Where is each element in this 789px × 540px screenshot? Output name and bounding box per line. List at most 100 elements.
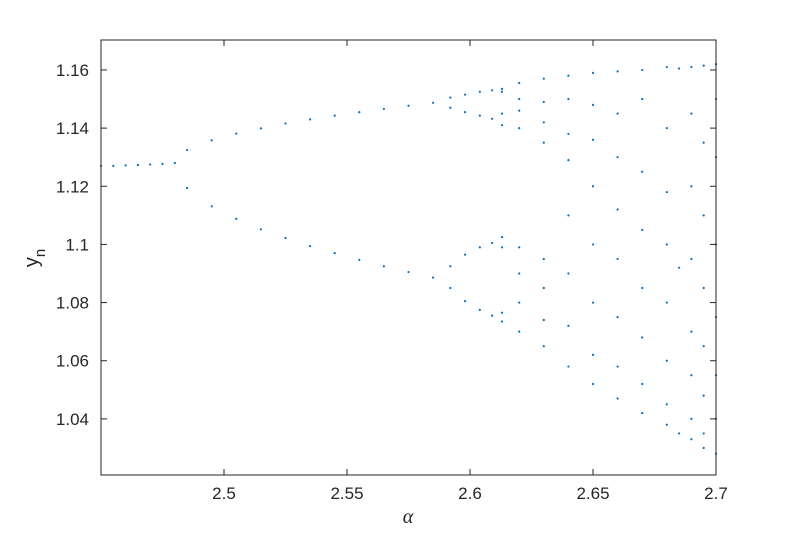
point: [616, 208, 619, 211]
point: [518, 81, 521, 85]
point: [173, 161, 176, 165]
y-tick-label: 1.06: [56, 352, 89, 371]
point: [491, 89, 494, 92]
point: [690, 185, 693, 188]
point: [358, 258, 361, 261]
point: [641, 411, 644, 415]
point: [678, 266, 681, 269]
point: [616, 257, 619, 261]
point: [333, 114, 336, 117]
point: [665, 403, 668, 406]
point: [518, 246, 521, 249]
y-tick-label: 1.04: [56, 410, 89, 429]
point: [591, 185, 595, 188]
x-tick-label: 2.7: [704, 484, 728, 503]
point: [641, 286, 644, 290]
point: [210, 205, 213, 208]
point: [491, 117, 494, 120]
point: [124, 164, 127, 167]
point: [542, 286, 545, 290]
y-tick-label: 1.08: [56, 294, 89, 313]
point: [449, 286, 452, 290]
point: [702, 64, 705, 67]
point: [407, 270, 410, 274]
point: [186, 148, 189, 152]
point: [690, 257, 693, 261]
point: [309, 118, 312, 121]
point: [678, 432, 681, 435]
x-tick-label: 2.6: [458, 484, 482, 503]
point: [259, 127, 262, 130]
point: [591, 243, 595, 246]
y-label-main: y: [21, 257, 43, 267]
point: [567, 74, 570, 77]
point: [567, 214, 570, 217]
point: [702, 214, 705, 217]
point: [542, 257, 545, 261]
point: [641, 97, 644, 101]
point: [616, 365, 619, 368]
point: [665, 243, 668, 246]
point: [665, 301, 668, 304]
point: [259, 228, 262, 231]
point: [591, 103, 595, 106]
y-tick-label: 1.16: [56, 61, 89, 80]
point: [542, 141, 545, 144]
point: [702, 432, 705, 435]
point: [463, 300, 467, 303]
point: [678, 67, 681, 70]
point: [518, 330, 521, 333]
point: [500, 311, 504, 314]
point: [478, 308, 481, 311]
y-tick-label: 1.12: [56, 177, 89, 196]
x-tick-label: 2.55: [330, 484, 363, 503]
point: [284, 122, 287, 125]
point: [333, 252, 336, 255]
point: [463, 253, 467, 256]
point: [567, 324, 570, 327]
y-label-sub: n: [32, 249, 49, 257]
point: [665, 190, 668, 194]
point: [542, 345, 545, 348]
point: [665, 359, 668, 362]
point: [690, 65, 693, 69]
point: [542, 318, 545, 322]
point: [491, 314, 494, 317]
point: [463, 93, 467, 96]
point: [518, 301, 521, 304]
point: [702, 141, 705, 144]
y-tick-label: 1.14: [56, 119, 89, 138]
point: [567, 158, 570, 162]
point: [491, 241, 494, 245]
point: [358, 111, 361, 114]
point: [567, 132, 570, 136]
point: [690, 112, 693, 115]
point: [500, 320, 504, 323]
point: [690, 438, 693, 441]
point: [591, 382, 595, 386]
point: [161, 162, 164, 165]
point: [567, 272, 570, 275]
point: [500, 87, 504, 90]
point: [542, 100, 545, 104]
point: [478, 90, 481, 93]
point: [690, 374, 693, 377]
point: [309, 245, 312, 248]
point: [641, 228, 644, 231]
point: [518, 272, 521, 275]
point: [616, 70, 619, 73]
point: [567, 97, 570, 101]
point: [500, 90, 504, 93]
point: [641, 68, 644, 72]
point: [641, 170, 644, 173]
point: [690, 417, 693, 420]
point: [591, 353, 595, 357]
point: [616, 156, 619, 159]
point: [235, 217, 238, 220]
x-axis-label: α: [403, 506, 414, 528]
point: [136, 163, 139, 167]
point: [616, 397, 619, 400]
point: [284, 236, 287, 240]
